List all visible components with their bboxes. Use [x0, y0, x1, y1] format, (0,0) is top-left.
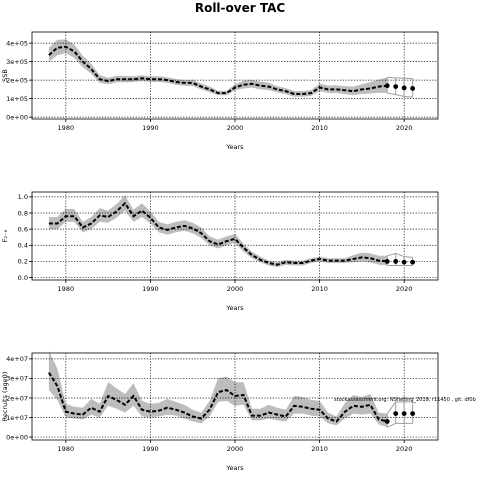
ssb-ytick-label-4e+05: 4e+05 — [6, 39, 28, 47]
ssb-ytick-label-3e+05: 3e+05 — [6, 58, 28, 66]
f-ytick-label-1.0: 1.0 — [18, 193, 28, 201]
recruits-ylabel: Recruits (age0) — [1, 372, 9, 422]
recruits-confidence-band — [48, 351, 388, 428]
f-xtick-label-2010: 2010 — [311, 285, 328, 293]
ssb-forecast-point-2021 — [410, 86, 416, 91]
ssb-ytick-label-1e+05: 1e+05 — [6, 95, 28, 103]
panel-f: 1980 1990 2000 2010 2020 0.0 0.2 0.4 0.6 0.8 1.0 Ye… — [1, 191, 439, 312]
f-xlabel: Years — [225, 304, 244, 312]
ssb-xtick-label-2010: 2010 — [311, 124, 328, 132]
recruits-forecast-lower-line — [387, 422, 413, 428]
ssb-xtick-label-1980: 1980 — [58, 124, 75, 132]
ssb-xtick-label-2020: 2020 — [396, 124, 413, 132]
f-xtick-label-1980: 1980 — [58, 285, 75, 293]
recruits-ytick-label-3e+07: 3e+07 — [6, 375, 28, 383]
ssb-confidence-band — [48, 39, 388, 97]
f-xtick-label-2000: 2000 — [227, 285, 244, 293]
f-xtick-label-1990: 1990 — [142, 285, 159, 293]
f-forecast-point-2019 — [393, 259, 399, 264]
recruits-ytick-label-4e+07: 4e+07 — [6, 355, 28, 363]
ssb-forecast-upper-line — [387, 76, 413, 80]
f-forecast-upper-line — [387, 252, 413, 258]
f-ytick-label-0.4: 0.4 — [18, 242, 28, 250]
recruits-forecast-point-2021 — [410, 411, 416, 417]
figure-title: Roll-over TAC — [195, 1, 286, 15]
panel-ssb: 1980 1990 2000 2010 2020 0e+00 1e+05 2e+05 3e+05… — [1, 31, 439, 151]
recruits-estimate-line — [48, 372, 388, 423]
f-ytick-label-0.6: 0.6 — [18, 225, 28, 233]
ssb-forecast-point-2019 — [393, 84, 399, 90]
f-confidence-band — [48, 195, 388, 268]
f-ytick-label-0.0: 0.0 — [18, 274, 28, 282]
recruits-xlabel: Years — [225, 464, 244, 472]
recruits-ytick-label-2e+07: 2e+07 — [6, 394, 28, 402]
panel-recruits: 1980 1990 2000 2010 2020 0e+00 1e+07 2e+07 3e+07… — [1, 351, 439, 472]
f-xtick-label-2020: 2020 — [396, 285, 413, 293]
ssb-ytick-label-2e+05: 2e+05 — [6, 76, 28, 84]
ssb-forecast-point-2020 — [401, 85, 407, 91]
panels: 1980 1990 2000 2010 2020 0e+00 1e+05 2e+05 3e+05… — [1, 31, 439, 472]
f-ylabel: F₂₋₆ — [1, 229, 9, 242]
f-forecast-point-2021 — [410, 259, 416, 265]
recruits-ytick-label-0e+00: 0e+00 — [6, 433, 28, 441]
recruits-xtick-label-2010: 2010 — [311, 445, 328, 453]
recruits-forecast-point-2018 — [384, 419, 390, 424]
f-ytick-label-0.2: 0.2 — [18, 258, 28, 266]
ssb-xtick-label-2000: 2000 — [227, 124, 244, 132]
ssb-xlabel: Years — [225, 143, 244, 151]
assessment-annotation: stockassessment.org: NShelling_2019, r11… — [334, 397, 476, 403]
ssb-xtick-label-1990: 1990 — [142, 124, 159, 132]
recruits-xtick-label-2020: 2020 — [396, 445, 413, 453]
recruits-forecast-upper-line — [386, 401, 413, 414]
recruits-xtick-label-1990: 1990 — [142, 445, 159, 453]
f-forecast-point-2020 — [401, 259, 407, 265]
f-ytick-label-0.8: 0.8 — [18, 209, 28, 217]
ssb-forecast-lower-line — [387, 92, 413, 98]
f-forecast-point-2018 — [384, 259, 390, 264]
f-estimate-line — [48, 201, 388, 266]
recruits-forecast-point-2020 — [401, 411, 407, 417]
recruits-forecast-point-2019 — [393, 411, 399, 417]
recruits-xtick-label-1980: 1980 — [58, 445, 75, 453]
ssb-ylabel: SSB — [1, 69, 9, 82]
ssb-forecast-point-2018 — [384, 83, 390, 89]
recruits-ytick-label-1e+07: 1e+07 — [6, 414, 28, 422]
ssb-estimate-line — [48, 45, 388, 95]
recruits-xtick-label-2000: 2000 — [227, 445, 244, 453]
ssb-ytick-label-0e+00: 0e+00 — [6, 113, 28, 121]
